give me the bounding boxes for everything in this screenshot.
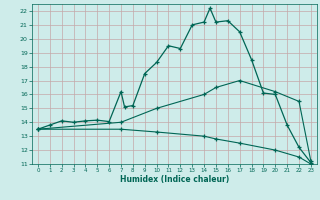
X-axis label: Humidex (Indice chaleur): Humidex (Indice chaleur) [120,175,229,184]
